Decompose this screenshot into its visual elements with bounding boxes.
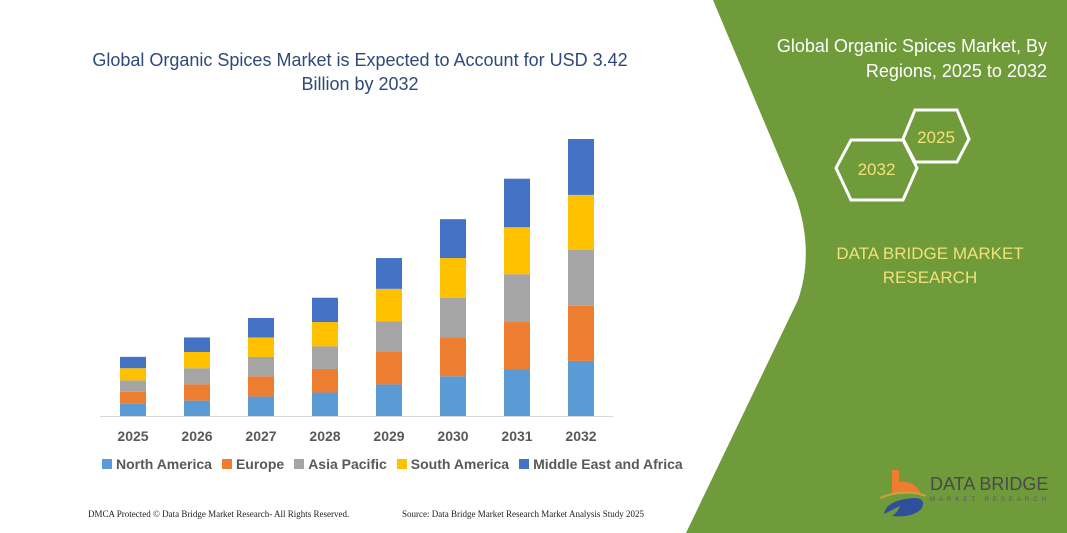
- x-tick-label: 2030: [437, 428, 468, 444]
- data-bridge-logo-icon: [879, 470, 927, 517]
- x-tick-label: 2028: [309, 428, 340, 444]
- legend-item: North America: [102, 456, 212, 472]
- bar-segment-2027-south-america: [248, 337, 274, 357]
- bar-segment-2032-north-america: [568, 360, 594, 416]
- x-tick-label: 2032: [565, 428, 596, 444]
- x-tick-label: 2027: [245, 428, 276, 444]
- chart-title: Global Organic Spices Market is Expected…: [92, 50, 628, 94]
- legend-item: Europe: [221, 456, 285, 472]
- bar-segment-2026-south-america: [184, 352, 210, 369]
- stacked-bar-chart: 2025 2026 2027 2028 2029 2030 2031 2032: [100, 139, 613, 444]
- bar-segment-2031-europe: [504, 322, 530, 370]
- bar-segment-2027-europe: [248, 376, 274, 397]
- bar-segment-2032-south-america: [568, 194, 594, 250]
- x-tick-label: 2031: [501, 428, 532, 444]
- bar-segment-2026-north-america: [184, 400, 210, 416]
- legend-swatch: [221, 459, 232, 469]
- bar-segment-2026-asia-pacific: [184, 368, 210, 385]
- legend: North America Europe Asia Pacific South Ame…: [102, 456, 683, 472]
- x-tick-label: 2026: [181, 428, 212, 444]
- legend-item: Asia Pacific: [294, 456, 387, 472]
- x-tick-label: 2025: [117, 428, 148, 444]
- bar-segment-2025-south-america: [120, 368, 146, 381]
- hexagon-2032: [834, 138, 919, 202]
- bar-segment-2031-middle-east-and-africa: [504, 178, 530, 228]
- bar-segment-2030-asia-pacific: [440, 297, 466, 338]
- footer-source: Source: Data Bridge Market Research Mark…: [402, 509, 644, 519]
- bar-segment-2031-south-america: [504, 227, 530, 275]
- side-panel-title: Global Organic Spices Market, By Regions…: [776, 36, 1047, 81]
- bar-segment-2030-middle-east-and-africa: [440, 219, 466, 259]
- brand-text: DATA BRIDGE MARKET RESEARCH: [836, 244, 1024, 287]
- bar-segment-2029-south-america: [376, 288, 402, 322]
- legend-label: South America: [410, 456, 510, 472]
- bar-segment-2027-asia-pacific: [248, 356, 274, 377]
- bar-segment-2025-middle-east-and-africa: [120, 356, 146, 369]
- bar-segment-2032-asia-pacific: [568, 249, 594, 306]
- green-side-panel: [686, 0, 1067, 533]
- bar-segment-2032-europe: [568, 305, 594, 361]
- bar-segment-2028-north-america: [312, 392, 338, 416]
- legend-label: Middle East and Africa: [533, 456, 683, 472]
- bar-segment-2025-europe: [120, 391, 146, 404]
- bar-segment-2026-europe: [184, 384, 210, 401]
- legend-label: North America: [116, 456, 212, 472]
- legend-swatch: [519, 459, 530, 469]
- footer-copyright: DMCA Protected © Data Bridge Market Rese…: [88, 509, 350, 519]
- legend-label: Europe: [235, 456, 285, 472]
- legend-swatch: [294, 459, 305, 469]
- bar-segment-2028-middle-east-and-africa: [312, 297, 338, 323]
- legend-swatch: [102, 459, 112, 469]
- bar-segment-2025-asia-pacific: [120, 380, 146, 392]
- hex-2032-text: 2032: [857, 160, 896, 179]
- bar-segment-2030-europe: [440, 337, 466, 377]
- legend-label: Asia Pacific: [308, 456, 387, 472]
- logo-subtext: MARKET RESEARCH: [930, 497, 1050, 503]
- bar-segment-2030-south-america: [440, 258, 466, 298]
- bar-segment-2029-north-america: [376, 384, 402, 416]
- bar-segment-2025-north-america: [120, 403, 146, 416]
- legend-item: Middle East and Africa: [519, 456, 683, 472]
- hex-2025-text: 2025: [917, 128, 955, 147]
- bar-segment-2029-europe: [376, 352, 402, 385]
- bar-segment-2031-asia-pacific: [504, 274, 530, 323]
- bar-segment-2028-europe: [312, 369, 338, 393]
- bar-segment-2026-middle-east-and-africa: [184, 337, 210, 353]
- bar-segment-2028-asia-pacific: [312, 346, 338, 370]
- bar-segment-2029-middle-east-and-africa: [376, 258, 402, 289]
- logo-text: DATA BRIDGE: [930, 474, 1049, 494]
- bar-segment-2031-north-america: [504, 369, 530, 416]
- bar-segment-2032-middle-east-and-africa: [568, 139, 594, 195]
- x-tick-label: 2029: [373, 428, 404, 444]
- bar-segment-2029-asia-pacific: [376, 321, 402, 353]
- bar-segment-2028-south-america: [312, 322, 338, 347]
- bar-segment-2027-north-america: [248, 396, 274, 416]
- bar-segment-2027-middle-east-and-africa: [248, 317, 274, 338]
- legend-item: South America: [396, 456, 510, 472]
- legend-swatch: [396, 459, 407, 469]
- bar-segment-2030-north-america: [440, 376, 466, 416]
